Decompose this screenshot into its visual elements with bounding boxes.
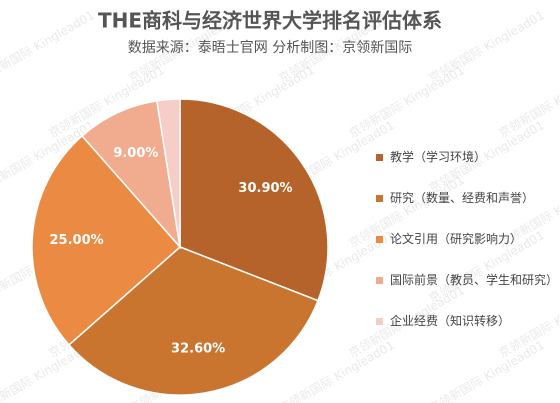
data-label: 30.90% <box>238 181 292 196</box>
legend: 教学（学习环境） 研究（数量、经费和声誉） 论文引用（研究影响力） 国际前景（教员、学… <box>376 148 558 353</box>
pie-slice <box>67 246 319 396</box>
legend-swatch <box>376 154 383 161</box>
watermark: 京领新国际 Kinglead01 <box>0 7 97 86</box>
legend-item: 研究（数量、经费和声誉） <box>376 189 554 207</box>
legend-item: 企业经费（知识转移） <box>376 312 554 330</box>
pie-slice <box>155 98 181 248</box>
pie-slice <box>31 134 182 346</box>
legend-label: 企业经费（知识转移） <box>390 314 511 328</box>
legend-label: 国际前景（教员、学生和研究） <box>390 273 559 287</box>
legend-swatch <box>376 195 383 202</box>
legend-label: 教学（学习环境） <box>390 150 487 164</box>
data-label: 25.00% <box>50 233 104 248</box>
legend-item: 国际前景（教员、学生和研究） <box>376 271 558 289</box>
legend-swatch <box>376 236 383 243</box>
chart-subtitle: 数据来源：泰晤士官网 分析制图：京领新国际 <box>128 40 412 56</box>
legend-item: 论文引用（研究影响力） <box>376 230 554 248</box>
legend-label: 论文引用（研究影响力） <box>390 232 523 246</box>
data-label: 9.00% <box>113 146 158 161</box>
chart-title: THE商科与经济世界大学排名评估体系 <box>98 9 442 33</box>
legend-label: 研究（数量、经费和声誉） <box>390 191 535 205</box>
legend-item: 教学（学习环境） <box>376 148 554 166</box>
pie: 30.90% 32.60% 25.00% 9.00% <box>31 98 329 396</box>
legend-swatch <box>376 318 383 325</box>
watermark: 京领新国际 Kinglead01 <box>346 62 467 141</box>
pie-slice <box>81 99 182 250</box>
data-label: 32.60% <box>171 342 225 357</box>
pie-slice <box>179 98 329 302</box>
legend-swatch <box>376 277 383 284</box>
